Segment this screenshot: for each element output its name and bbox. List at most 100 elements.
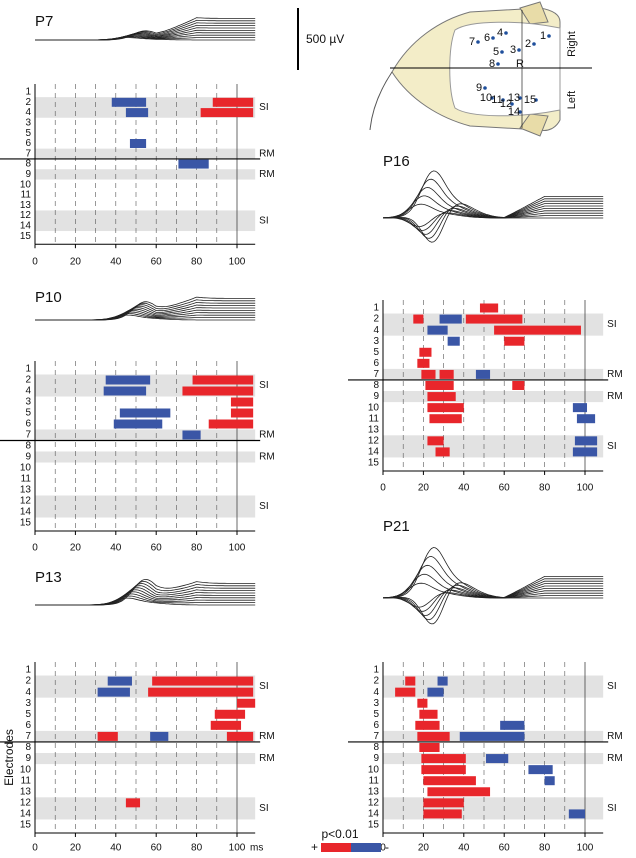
x-unit: ms (250, 843, 263, 853)
region-label: SI (259, 215, 268, 226)
electrode-label: 13 (20, 485, 32, 496)
region-label: RM (259, 148, 275, 159)
x-tick-label: 40 (110, 843, 122, 853)
significance-bar (113, 419, 163, 429)
electrode-label: 14 (368, 809, 380, 820)
electrode-label: 1 (373, 665, 379, 676)
electrode-label: 8 (25, 441, 31, 452)
waveform (35, 17, 256, 41)
significance-bar (427, 392, 456, 402)
electrode-label: 14 (20, 221, 32, 232)
electrode-dot (547, 34, 551, 38)
region-label: SI (607, 803, 616, 814)
electrode-number: 9 (476, 82, 482, 94)
electrode-number: 2 (525, 38, 531, 50)
electrode-label: 2 (25, 375, 31, 386)
electrode-label: 10 (20, 463, 32, 474)
electrode-label: 7 (25, 430, 31, 441)
significance-bar (494, 325, 581, 335)
electrode-label: 6 (373, 358, 379, 369)
electrode-label: 9 (25, 169, 31, 180)
electrode-label: 3 (25, 397, 31, 408)
significance-bar (423, 776, 476, 786)
electrode-label: 12 (368, 797, 380, 808)
significance-bar (208, 419, 254, 429)
x-tick-label: 60 (151, 543, 163, 554)
electrode-number: 12 (500, 98, 512, 110)
electrode-label: 12 (20, 496, 32, 507)
x-tick-label: 80 (539, 483, 551, 494)
significance-bar (178, 159, 209, 169)
region-label: RM (259, 753, 275, 764)
electrode-label: 1 (25, 87, 31, 98)
significance-bar (230, 408, 254, 418)
electrode-label: 5 (25, 408, 31, 419)
significance-bar (574, 436, 598, 446)
electrode-label: 8 (25, 159, 31, 170)
electrode-label: 2 (373, 314, 379, 325)
region-band (383, 368, 604, 380)
region-label: SI (607, 681, 616, 692)
electrode-label: 7 (25, 148, 31, 159)
region-band (383, 391, 604, 403)
x-tick-label: 0 (32, 543, 38, 554)
electrode-label: 6 (25, 138, 31, 149)
electrode-label: 9 (25, 753, 31, 764)
significance-bar (97, 687, 130, 697)
electrode-label: 13 (20, 200, 32, 211)
significance-bar (129, 139, 147, 148)
x-tick-label: 0 (380, 483, 386, 494)
waveform (383, 576, 604, 625)
significance-bar (479, 303, 499, 313)
region-label: RM (259, 169, 275, 180)
x-tick-label: 0 (32, 843, 38, 853)
waveform (383, 580, 604, 621)
x-tick-label: 80 (191, 843, 203, 853)
electrode-label: 3 (25, 698, 31, 709)
significance-bar (150, 731, 169, 741)
significance-bar (504, 336, 525, 346)
significance-bar (544, 776, 555, 786)
panel-title: P7 (35, 13, 53, 30)
waveform (383, 196, 604, 243)
electrode-label: 13 (368, 786, 380, 797)
waveform (35, 591, 256, 606)
significance-bar (107, 676, 132, 686)
electrode-label: 13 (368, 424, 380, 435)
electrode-label: 12 (20, 210, 32, 221)
legend-negative: - (385, 840, 389, 853)
x-tick-label: 60 (151, 843, 163, 853)
region-label: RM (607, 391, 623, 402)
region-band (35, 730, 256, 742)
region-label: SI (259, 501, 268, 512)
electrode-label: 7 (373, 731, 379, 742)
region-label: SI (259, 681, 268, 692)
significance-bar (395, 687, 416, 697)
legend-swatch (321, 843, 351, 852)
significance-bar (125, 108, 149, 118)
ears (519, 1, 549, 137)
electrode-number: 5 (493, 46, 499, 58)
waveform (383, 200, 604, 239)
electrode-label: 14 (20, 507, 32, 518)
electrode-label: 4 (25, 107, 31, 118)
region-label: RM (259, 430, 275, 441)
electrode-label: 9 (373, 391, 379, 402)
electrode-dot (476, 40, 480, 44)
electrode-number: 3 (510, 44, 516, 56)
reference-label: R (516, 58, 524, 70)
significance-bar (528, 765, 553, 775)
region-label: SI (607, 441, 616, 452)
electrode-dot (483, 86, 487, 90)
electrode-label: 8 (373, 380, 379, 391)
significance-bar (568, 809, 585, 819)
significance-bar (417, 698, 428, 708)
region-label: SI (259, 803, 268, 814)
electrode-label: 10 (20, 764, 32, 775)
significance-bar (105, 375, 151, 385)
x-tick-label: 100 (577, 843, 594, 853)
significance-bar (475, 369, 491, 379)
region-label: RM (607, 753, 623, 764)
side-label: Right (566, 31, 578, 57)
